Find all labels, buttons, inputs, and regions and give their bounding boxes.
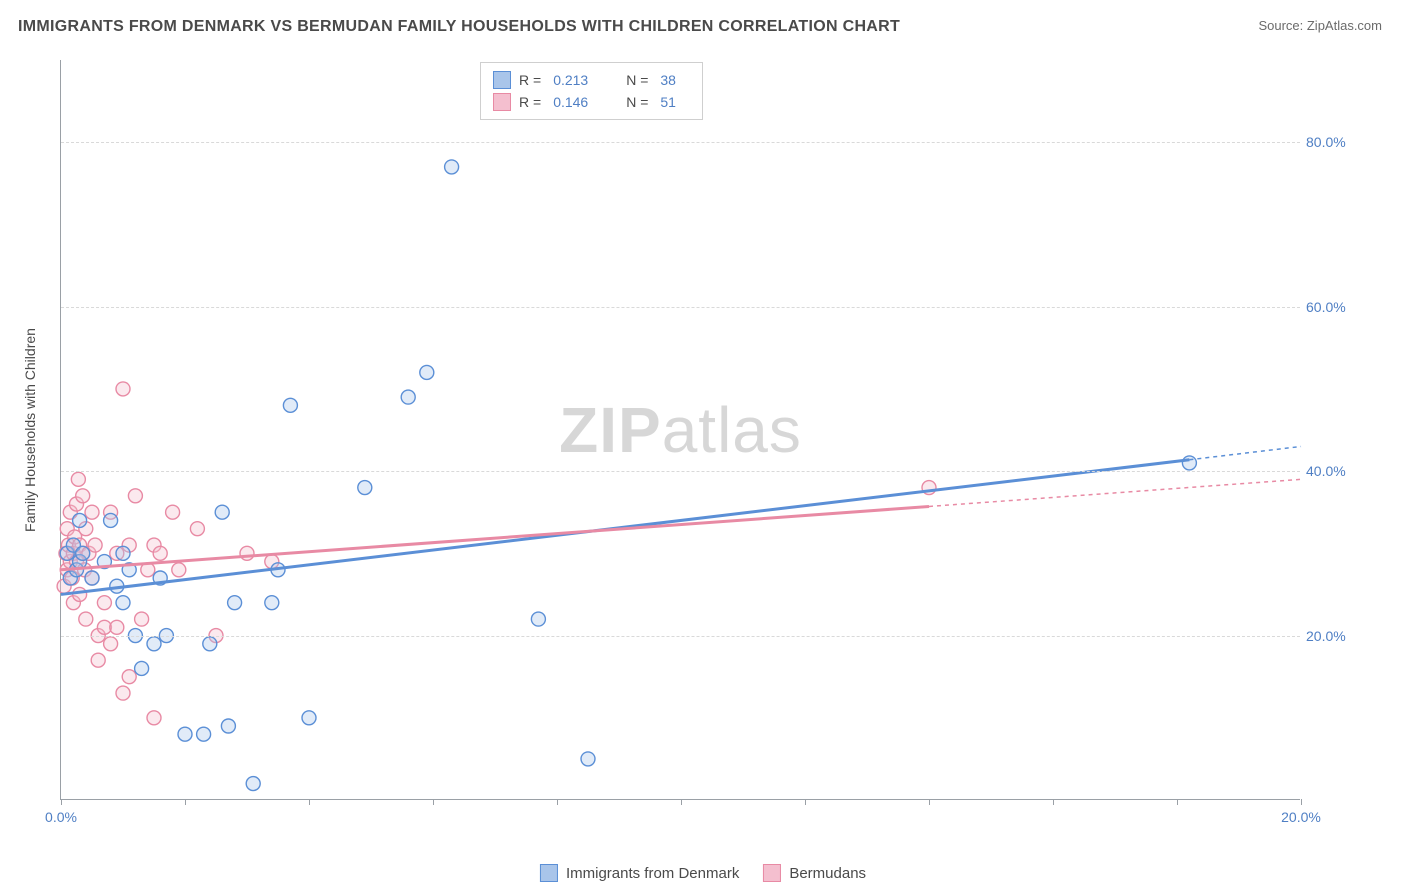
- x-tick: [433, 799, 434, 805]
- series-legend: Immigrants from Denmark Bermudans: [540, 864, 866, 882]
- data-point: [401, 390, 415, 404]
- data-point: [135, 612, 149, 626]
- chart-svg: [61, 60, 1300, 799]
- x-tick: [61, 799, 62, 805]
- y-axis-label: Family Households with Children: [22, 328, 38, 532]
- x-tick: [929, 799, 930, 805]
- data-point: [73, 587, 87, 601]
- data-point: [358, 481, 372, 495]
- data-point: [128, 489, 142, 503]
- legend-swatch: [540, 864, 558, 882]
- data-point: [97, 596, 111, 610]
- x-tick: [1053, 799, 1054, 805]
- y-tick-label: 60.0%: [1306, 299, 1362, 315]
- trend-line: [61, 506, 929, 569]
- data-point: [228, 596, 242, 610]
- data-point: [302, 711, 316, 725]
- x-tick: [1301, 799, 1302, 805]
- data-point: [73, 513, 87, 527]
- legend-r-value: 0.213: [553, 72, 608, 88]
- gridline-horizontal: [61, 636, 1300, 637]
- gridline-horizontal: [61, 142, 1300, 143]
- data-point: [221, 719, 235, 733]
- data-point: [110, 620, 124, 634]
- x-tick: [557, 799, 558, 805]
- data-point: [265, 596, 279, 610]
- data-point: [85, 505, 99, 519]
- data-point: [79, 612, 93, 626]
- gridline-horizontal: [61, 471, 1300, 472]
- data-point: [71, 472, 85, 486]
- data-point: [215, 505, 229, 519]
- legend-r-label: R =: [519, 72, 541, 88]
- data-point: [203, 637, 217, 651]
- data-point: [88, 538, 102, 552]
- data-point: [178, 727, 192, 741]
- data-point: [104, 637, 118, 651]
- data-point: [135, 661, 149, 675]
- legend-row: R = 0.213 N = 38: [493, 69, 690, 91]
- data-point: [116, 686, 130, 700]
- data-point: [246, 777, 260, 791]
- chart-title: IMMIGRANTS FROM DENMARK VS BERMUDAN FAMI…: [18, 18, 900, 36]
- data-point: [122, 670, 136, 684]
- data-point: [116, 596, 130, 610]
- data-point: [172, 563, 186, 577]
- x-tick: [309, 799, 310, 805]
- data-point: [76, 489, 90, 503]
- trend-line: [61, 460, 1189, 595]
- legend-series-label: Immigrants from Denmark: [566, 865, 739, 882]
- legend-row: R = 0.146 N = 51: [493, 91, 690, 113]
- legend-swatch: [493, 71, 511, 89]
- x-tick: [805, 799, 806, 805]
- data-point: [116, 382, 130, 396]
- legend-n-label: N =: [626, 72, 648, 88]
- trend-line-dashed: [1189, 446, 1301, 459]
- data-point: [147, 637, 161, 651]
- x-tick-label: 20.0%: [1281, 809, 1321, 825]
- data-point: [283, 398, 297, 412]
- x-tick: [681, 799, 682, 805]
- data-point: [85, 571, 99, 585]
- source-attribution: Source: ZipAtlas.com: [1258, 18, 1382, 33]
- data-point: [147, 711, 161, 725]
- plot-area: ZIPatlas 20.0%40.0%60.0%80.0%0.0%20.0%: [60, 60, 1300, 800]
- data-point: [581, 752, 595, 766]
- data-point: [420, 365, 434, 379]
- data-point: [445, 160, 459, 174]
- legend-item: Immigrants from Denmark: [540, 864, 739, 882]
- data-point: [153, 546, 167, 560]
- x-tick-label: 0.0%: [45, 809, 77, 825]
- legend-item: Bermudans: [763, 864, 866, 882]
- data-point: [104, 513, 118, 527]
- data-point: [240, 546, 254, 560]
- data-point: [76, 546, 90, 560]
- source-value: ZipAtlas.com: [1307, 18, 1382, 33]
- legend-swatch: [763, 864, 781, 882]
- data-point: [531, 612, 545, 626]
- legend-r-label: R =: [519, 94, 541, 110]
- source-label: Source:: [1258, 18, 1306, 33]
- legend-series-label: Bermudans: [789, 865, 866, 882]
- legend-n-value: 38: [660, 72, 690, 88]
- data-point: [91, 653, 105, 667]
- x-tick: [185, 799, 186, 805]
- data-point: [197, 727, 211, 741]
- legend-swatch: [493, 93, 511, 111]
- legend-n-value: 51: [660, 94, 690, 110]
- data-point: [1182, 456, 1196, 470]
- data-point: [190, 522, 204, 536]
- data-point: [116, 546, 130, 560]
- y-tick-label: 80.0%: [1306, 134, 1362, 150]
- x-tick: [1177, 799, 1178, 805]
- y-tick-label: 20.0%: [1306, 628, 1362, 644]
- legend-r-value: 0.146: [553, 94, 608, 110]
- gridline-horizontal: [61, 307, 1300, 308]
- correlation-legend: R = 0.213 N = 38 R = 0.146 N = 51: [480, 62, 703, 120]
- legend-n-label: N =: [626, 94, 648, 110]
- y-tick-label: 40.0%: [1306, 463, 1362, 479]
- data-point: [166, 505, 180, 519]
